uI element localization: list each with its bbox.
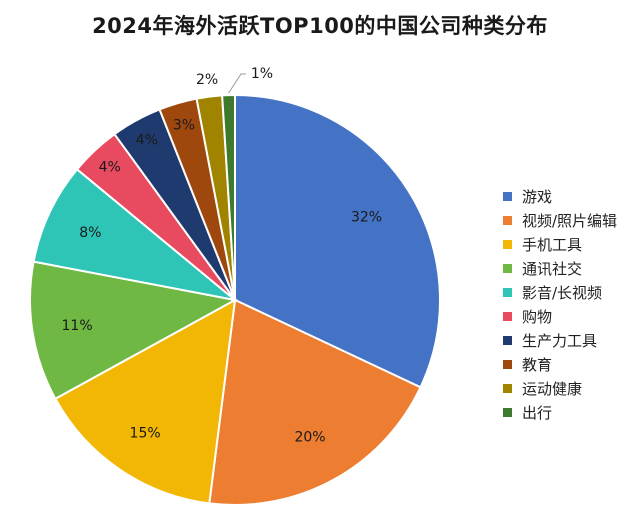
legend-swatch: [503, 383, 512, 393]
legend-item-6: 生产力工具: [503, 328, 617, 352]
pie-slice-1: [208, 298, 422, 506]
slice-label-6: 4%: [136, 133, 158, 149]
legend-swatch: [503, 239, 512, 249]
legend-item-1: 视频/照片编辑: [503, 208, 617, 232]
slice-label-2: 15%: [130, 425, 161, 441]
pie-slice-9: [221, 93, 236, 301]
legend-label: 手机工具: [522, 235, 583, 254]
legend-item-2: 手机工具: [503, 232, 617, 256]
slice-label-0: 32%: [351, 210, 382, 226]
legend-swatch: [503, 335, 512, 345]
slice-label-7: 3%: [173, 117, 195, 133]
legend-swatch: [503, 407, 512, 417]
legend-label: 通讯社交: [522, 259, 583, 278]
legend-item-8: 运动健康: [503, 376, 617, 400]
legend-swatch: [503, 215, 512, 225]
slice-label-5: 4%: [99, 160, 121, 176]
pie-slice-0: [234, 93, 441, 389]
legend-item-4: 影音/长视频: [503, 280, 617, 304]
legend-label: 影音/长视频: [522, 283, 603, 302]
legend-label: 购物: [522, 307, 553, 326]
pie-slice-2: [53, 298, 237, 505]
legend-item-5: 购物: [503, 304, 617, 328]
legend-label: 运动健康: [522, 379, 583, 398]
slice-label-3: 11%: [62, 318, 93, 334]
chart-legend: 游戏视频/照片编辑 手机工具通讯社交影音/长视频 购物生产力工具教育运动健康出行: [503, 184, 617, 424]
chart-title: 2024年海外活跃TOP100的中国公司种类分布: [92, 14, 548, 38]
slice-label-9: 1%: [251, 66, 273, 82]
legend-item-0: 游戏: [503, 184, 617, 208]
legend-swatch: [503, 359, 512, 369]
legend-label: 教育: [522, 355, 553, 374]
slice-label-1: 20%: [294, 430, 325, 446]
legend-swatch: [503, 287, 512, 297]
legend-swatch: [503, 311, 512, 321]
legend-label: 视频/照片编辑: [522, 211, 618, 230]
legend-label: 出行: [522, 403, 553, 422]
legend-item-3: 通讯社交: [503, 256, 617, 280]
pie-slice-3: [29, 260, 238, 401]
leader-line-9: [228, 73, 246, 94]
legend-swatch: [503, 191, 512, 201]
legend-item-9: 出行: [503, 400, 617, 424]
slice-label-4: 8%: [79, 225, 101, 241]
legend-label: 游戏: [522, 187, 553, 206]
legend-swatch: [503, 263, 512, 273]
legend-label: 生产力工具: [522, 331, 598, 350]
slice-label-8: 2%: [196, 72, 218, 88]
pie-slice-4: [32, 167, 236, 301]
legend-item-7: 教育: [503, 352, 617, 376]
